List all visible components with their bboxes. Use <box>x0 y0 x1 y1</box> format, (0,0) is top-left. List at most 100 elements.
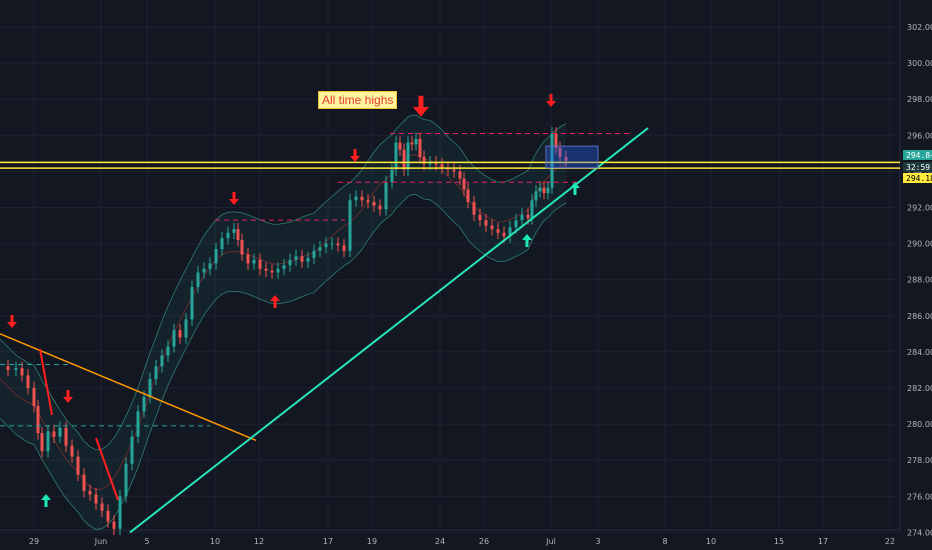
price-tag-label: 294.8+ <box>906 151 932 160</box>
y-tick-label: 292.00 <box>907 204 932 213</box>
candle-body <box>124 463 128 497</box>
y-tick-label: 298.00 <box>907 95 932 104</box>
candle-body <box>142 397 146 412</box>
candle-body <box>276 268 280 273</box>
candle-body <box>324 243 328 248</box>
candle-body <box>32 388 36 407</box>
candle-body <box>258 259 262 269</box>
x-tick-label: 24 <box>435 537 445 546</box>
candle-body <box>546 187 550 194</box>
candle-body <box>418 138 422 157</box>
candle-body <box>312 250 316 259</box>
candle-body <box>232 229 236 233</box>
candle-body <box>94 494 98 504</box>
annotation-all-time-highs: All time highs <box>318 91 398 109</box>
candle-body <box>26 375 30 388</box>
candle-body <box>246 254 250 264</box>
candle-body <box>452 169 456 172</box>
candle-body <box>82 474 86 491</box>
y-tick-label: 278.00 <box>907 456 932 465</box>
candle-body <box>236 229 240 240</box>
candle-body <box>538 187 542 192</box>
x-tick-label: 22 <box>885 537 895 546</box>
candle-body <box>184 319 188 338</box>
red-move-line <box>95 437 119 501</box>
candle-body <box>52 431 56 437</box>
red-down-arrow <box>229 192 239 205</box>
price-tag-label: 32:59 <box>906 163 930 172</box>
price-tag: 32:59 <box>903 162 932 172</box>
x-tick-label: Jun <box>94 537 108 546</box>
candle-body <box>300 256 304 262</box>
x-tick-label: 17 <box>323 537 333 546</box>
candle-body <box>172 330 176 347</box>
candle-body <box>530 200 534 219</box>
candle-body <box>166 346 170 356</box>
candle-body <box>478 214 482 221</box>
candle-body <box>554 133 558 148</box>
candle-body <box>462 178 466 190</box>
projection-box <box>545 145 599 169</box>
teal-up-arrow <box>570 182 580 195</box>
candle-body <box>88 490 92 495</box>
x-tick-label: Jul <box>545 537 556 546</box>
x-tick-label: 10 <box>706 537 716 546</box>
red-down-arrow <box>7 315 17 328</box>
candle-body <box>508 227 512 237</box>
candle-body <box>348 200 352 251</box>
candle-body <box>520 214 524 221</box>
trendline-ascending-support <box>129 127 649 534</box>
candle-body <box>526 214 530 219</box>
y-tick-label: 284.00 <box>907 348 932 357</box>
candle-body <box>36 406 40 434</box>
candle-body <box>288 259 292 266</box>
candle-body <box>154 366 158 379</box>
candle-body <box>20 368 24 376</box>
candle-body <box>208 263 212 269</box>
candle-body <box>40 433 44 452</box>
bollinger-basis <box>0 154 567 491</box>
y-tick-label: 288.00 <box>907 276 932 285</box>
candle-body <box>240 239 244 255</box>
candle-body <box>130 436 134 464</box>
candle-body <box>406 142 410 170</box>
candle-body <box>434 162 438 165</box>
candle-body <box>214 249 218 264</box>
x-tick-label: 5 <box>144 537 149 546</box>
candle-body <box>330 243 334 245</box>
y-tick-label: 286.00 <box>907 312 932 321</box>
candle-body <box>264 268 268 271</box>
red-down-arrow <box>63 390 73 403</box>
candle-body <box>252 259 256 264</box>
candle-body <box>270 270 274 273</box>
candles <box>6 127 568 536</box>
candle-body <box>496 229 500 233</box>
candle-body <box>220 238 224 250</box>
candle-body <box>76 456 80 475</box>
candle-body <box>148 378 152 398</box>
candle-body <box>484 220 488 226</box>
candle-body <box>112 521 116 529</box>
teal-up-arrow <box>522 234 532 247</box>
candle-body <box>428 162 432 165</box>
candle-body <box>372 202 376 206</box>
candle-body <box>70 445 74 457</box>
candle-body <box>306 258 310 262</box>
candle-body <box>402 149 406 170</box>
x-tick-label: 19 <box>367 537 377 546</box>
candle-body <box>354 196 358 201</box>
y-tick-label: 280.00 <box>907 420 932 429</box>
candle-body <box>414 138 418 145</box>
price-tag: 294.8+ <box>903 150 932 160</box>
candle-body <box>514 220 518 228</box>
y-tick-label: 274.00 <box>907 528 932 537</box>
trendline-descending-orange <box>0 333 257 442</box>
red-move-line <box>39 348 53 416</box>
candle-body <box>490 225 494 230</box>
y-tick-label: 302.00 <box>907 23 932 32</box>
candle-body <box>458 171 462 179</box>
candle-body <box>384 182 388 210</box>
price-tag-label: 294.18 <box>906 174 932 183</box>
red-down-arrow-large <box>413 95 429 117</box>
